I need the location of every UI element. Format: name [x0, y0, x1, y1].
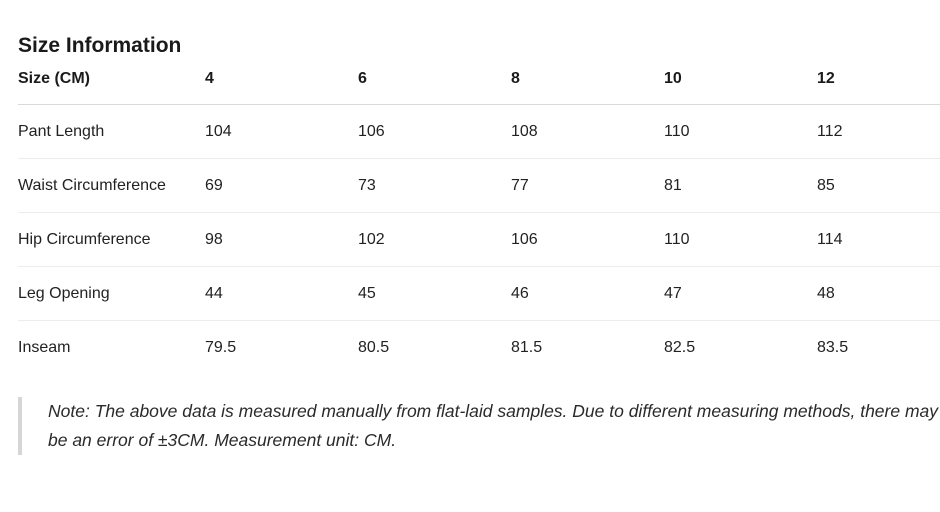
table-cell: 46: [511, 266, 664, 321]
size-table: Size (CM) 4 6 8 10 12 Pant Length 104 10…: [18, 70, 940, 374]
column-header: 8: [511, 70, 664, 105]
row-label: Waist Circumference: [18, 158, 205, 213]
table-cell: 79.5: [205, 338, 237, 356]
column-header: 6: [358, 70, 511, 105]
column-header: 4: [205, 70, 358, 105]
table-row: Leg Opening 44 45 46 47 48: [18, 266, 940, 321]
column-header: 12: [817, 70, 940, 105]
table-cell: 48: [817, 266, 940, 321]
size-information-section: Size Information Size (CM) 4 6 8 10 12 P…: [18, 30, 940, 374]
table-row: Inseam 79.5 80.5 81.5 82.5 83.5: [18, 321, 940, 375]
row-label: Hip Circumference: [18, 212, 205, 267]
column-header: Size (CM): [18, 70, 205, 105]
table-cell: 82.5: [664, 338, 696, 356]
row-label: Leg Opening: [18, 266, 205, 321]
table-row: Waist Circumference 69 73 77 81 85: [18, 158, 940, 213]
table-cell: 85: [817, 158, 940, 213]
table-cell: 104: [205, 104, 358, 159]
table-row: Hip Circumference 98 102 106 110 114: [18, 212, 940, 267]
table-cell: 108: [511, 104, 664, 159]
section-title: Size Information: [18, 34, 182, 57]
table-cell: 80.5: [358, 338, 390, 356]
table-row: Pant Length 104 106 108 110 112: [18, 104, 940, 159]
table-cell: 69: [205, 158, 358, 213]
row-label: Inseam: [18, 338, 71, 356]
table-header-row: Size (CM) 4 6 8 10 12: [18, 70, 940, 105]
table-cell: 44: [205, 266, 358, 321]
table-cell: 83.5: [817, 338, 849, 356]
table-cell: 81: [664, 158, 817, 213]
column-header: 10: [664, 70, 817, 105]
table-cell: 77: [511, 158, 664, 213]
table-cell: 45: [358, 266, 511, 321]
table-cell: 112: [817, 104, 940, 159]
row-label: Pant Length: [18, 104, 205, 159]
table-cell: 81.5: [511, 338, 543, 356]
table-cell: 110: [664, 212, 817, 267]
measurement-note: Note: The above data is measured manuall…: [18, 397, 940, 455]
table-cell: 110: [664, 104, 817, 159]
table-cell: 73: [358, 158, 511, 213]
table-cell: 106: [511, 212, 664, 267]
table-cell: 106: [358, 104, 511, 159]
table-cell: 98: [205, 212, 358, 267]
table-cell: 102: [358, 212, 511, 267]
table-cell: 114: [817, 212, 940, 267]
table-cell: 47: [664, 266, 817, 321]
